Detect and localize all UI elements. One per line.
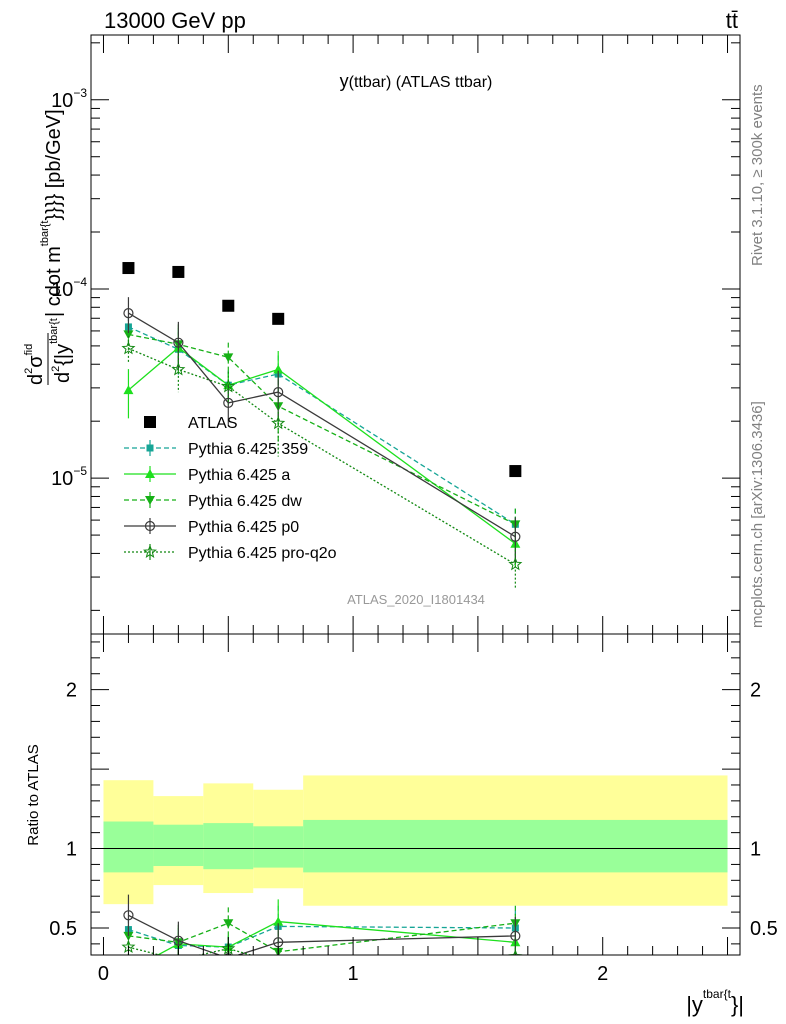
series-pq2o [121, 335, 523, 589]
x-tick-label: 1 [348, 963, 359, 985]
legend-label: Pythia 6.425 p0 [188, 519, 299, 536]
uncertainty-band-stat [103, 821, 154, 873]
data-point [123, 308, 134, 319]
svg-text:d2σfid: d2σfid [23, 344, 47, 385]
legend-item-pq2o: Pythia 6.425 pro-q2o [124, 544, 337, 562]
data-point [273, 386, 284, 398]
ratio-point [510, 930, 521, 942]
legend-marker [144, 416, 156, 428]
data-point [221, 379, 236, 393]
series-line-pq2o [128, 347, 516, 565]
ratio-y-tick-label-right: 0.5 [750, 918, 778, 940]
series-pa [123, 328, 521, 567]
data-point [123, 330, 134, 340]
data-point [508, 557, 523, 571]
ratio-point [273, 957, 284, 968]
ratio-series-pp0 [123, 894, 521, 955]
legend-label: ATLAS [188, 415, 238, 432]
legend: ATLAS Pythia 6.425 359 Pythia 6.425 a Pythi… [124, 415, 337, 562]
data-point [271, 415, 286, 430]
ratio-y-axis-label: Ratio to ATLAS [25, 744, 42, 845]
analysis-id-label: ATLAS_2020_I1801434 [347, 592, 485, 607]
ratio-y-tick-label: 1 [66, 839, 77, 861]
legend-marker [146, 444, 154, 452]
data-point [173, 337, 184, 348]
legend-label: Pythia 6.425 pro-q2o [188, 545, 337, 562]
svg-text:d2{|ytbar{t: d2{|ytbar{t [48, 318, 74, 383]
rivet-version-label: Rivet 3.1.10, ≥ 300k events [749, 84, 766, 266]
uncertainty-band-stat [253, 826, 304, 868]
legend-item-data: ATLAS [144, 415, 238, 432]
legend-marker [144, 520, 156, 532]
ratio-point [123, 910, 134, 921]
svg-text:| cdot mtbar{t}}}} [pb/GeV]: | cdot mtbar{t}}}} [pb/GeV] [39, 109, 65, 317]
data-point [223, 397, 234, 408]
legend-marker [145, 496, 155, 505]
ratio-plot-frame [90, 633, 741, 956]
ratio-y-tick-label-right: 1 [750, 839, 761, 861]
ratio-plot-panel: 0.5 0.5 1 1 2 2 0 1 2 [49, 633, 778, 985]
data-point [510, 531, 521, 542]
data-point [121, 341, 136, 355]
ratio-point [173, 935, 184, 946]
data-point [172, 265, 185, 278]
data-point [122, 262, 135, 275]
ratio-point [123, 966, 133, 975]
legend-item-pdw: Pythia 6.425 dw [124, 492, 302, 510]
ratio-point [273, 916, 284, 926]
data-point [273, 364, 284, 374]
mcplots-label: mcplots.cern.ch [arXiv:1306.3436] [749, 401, 766, 628]
legend-marker [145, 469, 155, 478]
plot-title: y(ttbar) (ATLAS ttbar) [340, 71, 493, 91]
y-tick-label: 10−3 [51, 86, 87, 112]
uncertainty-band-stat [153, 824, 204, 867]
ratio-y-tick-label: 2 [66, 680, 77, 702]
legend-marker [142, 544, 158, 558]
series-line-pa [127, 346, 516, 545]
y-tick-label: 10−4 [51, 275, 87, 301]
legend-item-pa: Pythia 6.425 a [124, 466, 290, 484]
ratio-point [123, 931, 134, 941]
legend-item-p359: Pythia 6.425 359 [124, 440, 308, 458]
ratio-y-tick-label: 0.5 [49, 918, 77, 940]
data-point [123, 385, 134, 395]
uncertainty-band-stat [303, 819, 728, 873]
ratio-series-p359 [124, 905, 519, 955]
ratio-line-pp0 [128, 914, 516, 955]
data-point [509, 465, 522, 478]
y-tick-label: 10−5 [51, 464, 87, 490]
legend-label: Pythia 6.425 a [188, 467, 290, 484]
data-point [223, 353, 234, 363]
header-process-label: tt̄ [726, 8, 738, 33]
legend-label: Pythia 6.425 359 [188, 441, 308, 458]
series-pp0 [123, 297, 521, 563]
main-plot-panel: 10−3 10−4 10−5 y(ttbar) (ATLAS ttbar) ATLA… [51, 34, 741, 635]
main-y-axis-label: d2σfid d2{|ytbar{t | cdot mtbar{t}}}} [p… [23, 109, 74, 385]
series-data [122, 262, 522, 478]
series-line-pdw [128, 333, 516, 525]
x-tick-label: 2 [597, 963, 608, 985]
x-tick-label: 0 [98, 963, 109, 985]
header-energy-label: 13000 GeV pp [104, 8, 246, 33]
data-point [272, 312, 285, 325]
series-pdw [123, 323, 521, 544]
ratio-line-pdw [128, 922, 516, 953]
legend-label: Pythia 6.425 dw [188, 493, 302, 510]
data-point [222, 299, 235, 312]
ratio-y-tick-label-right: 2 [750, 680, 761, 702]
legend-item-pp0: Pythia 6.425 p0 [124, 518, 299, 536]
uncertainty-band-stat [203, 823, 254, 870]
ratio-point [223, 919, 234, 929]
data-point [171, 362, 186, 376]
x-axis-label: |ytbar{t}| [686, 987, 744, 1017]
